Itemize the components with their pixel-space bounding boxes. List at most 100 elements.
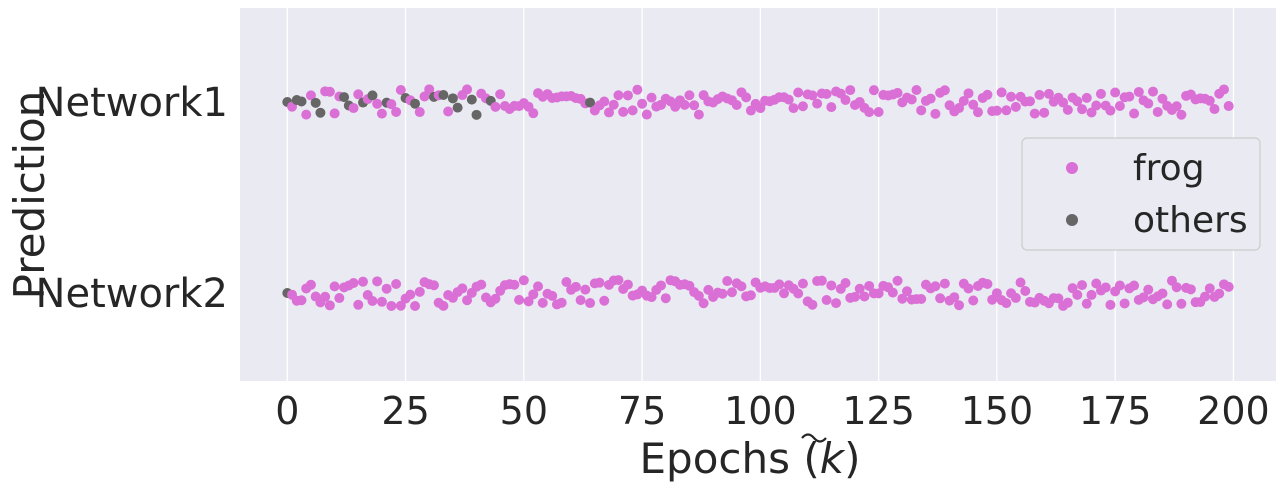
data-point-frog [381, 283, 392, 294]
data-point-frog [405, 289, 416, 300]
data-point-others [410, 98, 421, 109]
data-point-frog [1129, 108, 1140, 119]
data-point-frog [807, 299, 818, 310]
x-tick-label: 25 [381, 389, 429, 433]
data-point-frog [1218, 84, 1229, 95]
data-point-frog [660, 293, 671, 304]
data-point-frog [1114, 280, 1125, 291]
data-point-frog [1214, 288, 1225, 299]
data-point-frog [376, 296, 387, 307]
data-point-frog [968, 99, 979, 110]
data-point-frog [613, 275, 624, 286]
data-point-frog [1105, 299, 1116, 310]
data-point-frog [575, 295, 586, 306]
data-point-frog [1157, 288, 1168, 299]
data-point-frog [1114, 101, 1125, 112]
data-point-frog [1152, 106, 1163, 117]
x-tick-label: 100 [724, 389, 797, 433]
data-point-frog [580, 284, 591, 295]
data-point-frog [533, 281, 544, 292]
data-point-frog [996, 87, 1007, 98]
data-point-others [471, 109, 482, 120]
data-point-frog [689, 100, 700, 111]
data-point-frog [1162, 299, 1173, 310]
data-point-frog [296, 295, 307, 306]
data-point-frog [1077, 104, 1088, 115]
data-point-frog [1171, 101, 1182, 112]
data-point-frog [324, 86, 335, 97]
data-point-frog [1043, 88, 1054, 99]
data-point-frog [1006, 91, 1017, 102]
data-point-frog [797, 278, 808, 289]
data-point-frog [1124, 91, 1135, 102]
data-point-frog [599, 295, 610, 306]
data-point-frog [320, 291, 331, 302]
data-point-frog [395, 84, 406, 95]
data-point-frog [982, 89, 993, 100]
data-point-frog [745, 290, 756, 301]
data-point-frog [386, 99, 397, 110]
data-point-frog [656, 280, 667, 291]
data-point-others [296, 96, 307, 107]
data-point-frog [329, 281, 340, 292]
data-point-frog [372, 98, 383, 109]
x-tick-label: 200 [1197, 389, 1270, 433]
data-point-frog [348, 277, 359, 288]
data-point-frog [1058, 97, 1069, 108]
data-point-frog [1209, 104, 1220, 115]
data-point-frog [873, 288, 884, 299]
data-point-frog [641, 109, 652, 120]
data-point-frog [793, 288, 804, 299]
data-point-frog [1129, 280, 1140, 291]
data-point-others [438, 90, 449, 101]
data-point-frog [594, 277, 605, 288]
data-point-frog [779, 288, 790, 299]
data-point-frog [902, 286, 913, 297]
data-point-frog [788, 103, 799, 114]
x-tick-label: 150 [961, 389, 1034, 433]
x-axis-title-suffix: ) [844, 434, 860, 483]
x-axis-ticks: 0 25 50 75 100 125 150 175 200 [275, 389, 1269, 433]
data-point-frog [954, 300, 965, 311]
data-point-frog [849, 291, 860, 302]
data-point-frog [991, 105, 1002, 116]
data-point-frog [376, 108, 387, 119]
data-point-frog [1143, 284, 1154, 295]
data-point-frog [1025, 96, 1036, 107]
data-point-frog [410, 300, 421, 311]
data-point-frog [873, 107, 884, 118]
data-point-frog [324, 300, 335, 311]
data-point-frog [1105, 105, 1116, 116]
data-point-frog [372, 276, 383, 287]
data-point-frog [916, 293, 927, 304]
data-point-frog [679, 99, 690, 110]
x-axis-title-prefix: Epochs ( [640, 434, 820, 483]
data-point-frog [528, 108, 539, 119]
data-point-frog [622, 279, 633, 290]
legend-marker-frog [1066, 162, 1078, 174]
x-axis-title-tilde [801, 433, 827, 443]
data-point-frog [736, 281, 747, 292]
data-point-others [310, 97, 321, 108]
data-point-frog [968, 295, 979, 306]
data-point-frog [1001, 105, 1012, 116]
data-point-frog [1020, 285, 1031, 296]
legend-label-frog: frog [1133, 148, 1205, 189]
data-point-frog [840, 95, 851, 106]
data-point-frog [693, 290, 704, 301]
legend-box [1021, 137, 1261, 251]
data-point-frog [911, 85, 922, 96]
data-point-frog [821, 88, 832, 99]
data-point-frog [1223, 281, 1234, 292]
data-point-frog [783, 94, 794, 105]
data-point-frog [972, 107, 983, 118]
data-point-frog [438, 300, 449, 311]
data-point-frog [523, 296, 534, 307]
data-point-frog [958, 95, 969, 106]
data-point-frog [1072, 96, 1083, 107]
data-point-frog [1176, 298, 1187, 309]
x-tick-label: 125 [842, 389, 915, 433]
data-point-frog [963, 88, 974, 99]
data-point-frog [632, 84, 643, 95]
data-point-frog [1100, 282, 1111, 293]
